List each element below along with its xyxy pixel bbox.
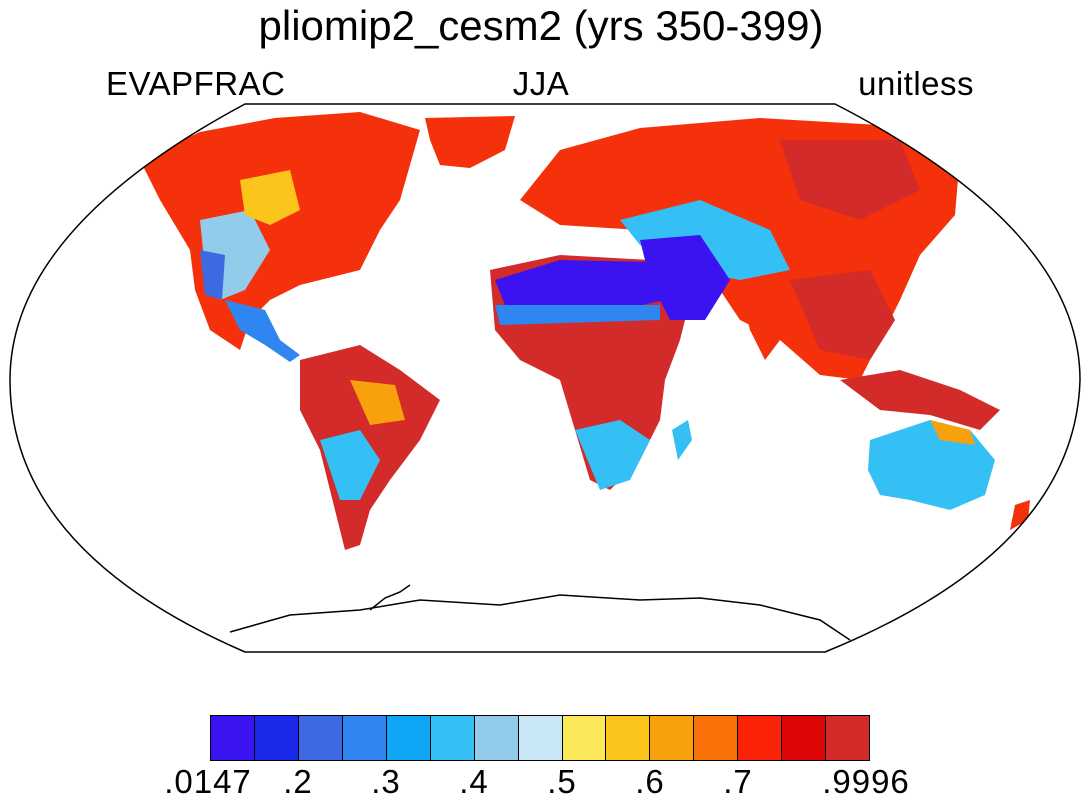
- colorbar-box: [694, 715, 739, 761]
- antarctic-peninsula-coast: [369, 584, 411, 611]
- greenland-land: [425, 116, 515, 168]
- colorbar-box: [298, 715, 343, 761]
- australia-land: [868, 420, 995, 510]
- central-asia-dry: [620, 200, 790, 280]
- map-border: [9, 103, 1081, 653]
- china-dark: [790, 270, 895, 360]
- coastlines: [229, 584, 851, 641]
- colorbar-tick-label: .5: [547, 763, 577, 800]
- sahara-desert: [495, 260, 665, 310]
- maritime-continent: [840, 370, 1000, 430]
- north-america-desert: [200, 250, 225, 300]
- colorbar-box: [518, 715, 563, 761]
- colorbar-box: [474, 715, 519, 761]
- colorbar-box: [254, 715, 299, 761]
- colorbar-box: [782, 715, 827, 761]
- colorbar-tick-label: .4: [459, 763, 489, 800]
- map-title: pliomip2_cesm2 (yrs 350-399): [258, 2, 824, 49]
- colorbar-tick-label: .0147: [164, 763, 252, 800]
- arabia-desert: [640, 235, 730, 320]
- colorbar-tick-label: .9996: [822, 763, 910, 800]
- siberia-dark: [780, 140, 920, 220]
- colorbar-box: [386, 715, 431, 761]
- colorbar-box: [738, 715, 783, 761]
- central-america-land: [225, 300, 300, 362]
- variable-label: EVAPFRAC: [106, 65, 286, 102]
- colorbar-box: [606, 715, 651, 761]
- colorbar-box: [210, 715, 255, 761]
- colorbar-box: [430, 715, 475, 761]
- colorbar-box: [826, 715, 871, 761]
- new-zealand-land: [1010, 500, 1030, 530]
- south-america-orange: [350, 380, 405, 425]
- colorbar-box: [650, 715, 695, 761]
- madagascar-land: [672, 420, 692, 460]
- australia-coast: [930, 420, 975, 445]
- colorbar-tick-label: .6: [635, 763, 665, 800]
- colorbar: [210, 715, 871, 761]
- north-america-yellow: [240, 170, 300, 225]
- north-america-land: [140, 112, 420, 350]
- season-label: JJA: [512, 65, 570, 102]
- colorbar-box: [342, 715, 387, 761]
- colorbar-tick-label: .7: [723, 763, 753, 800]
- units-label: unitless: [858, 65, 974, 102]
- colorbar-tick-label: .3: [371, 763, 401, 800]
- sahel-band: [495, 305, 660, 325]
- land-field: [140, 112, 1030, 550]
- india-land: [740, 290, 790, 360]
- southern-africa-dry: [575, 420, 650, 490]
- colorbar-tick-label: .2: [283, 763, 313, 800]
- south-america-dry: [320, 430, 380, 500]
- colorbar-box: [562, 715, 607, 761]
- antarctica-coast: [229, 594, 851, 641]
